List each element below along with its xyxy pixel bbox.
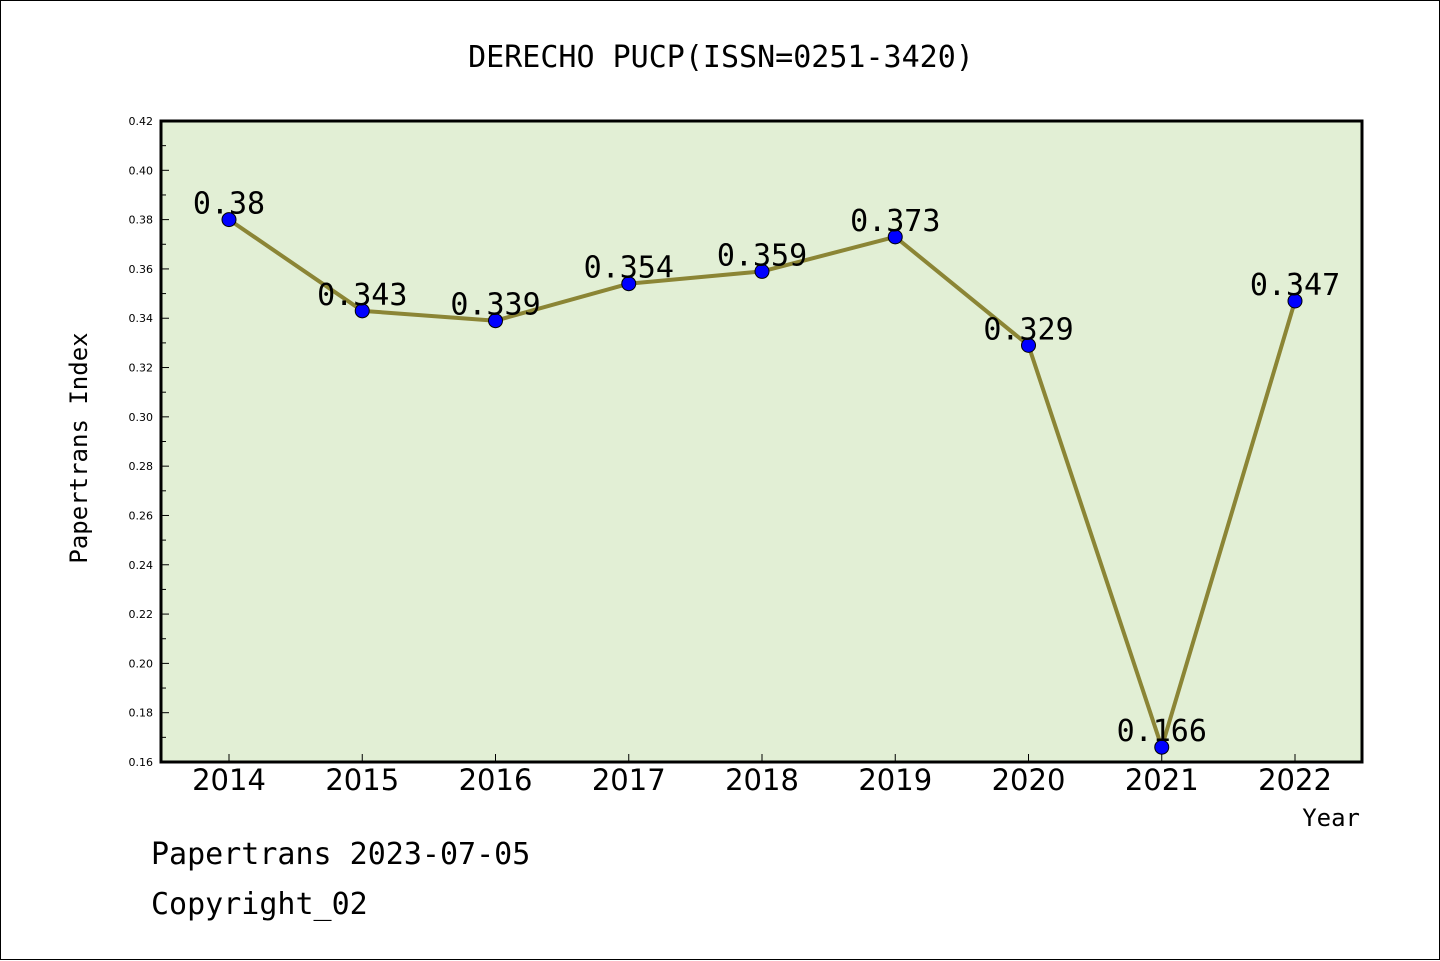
x-tick-label: 2022 — [1258, 763, 1332, 797]
x-tick-label: 2021 — [1125, 763, 1199, 797]
y-tick-label: 0.42 — [129, 115, 154, 128]
data-point — [488, 313, 503, 329]
data-label: 0.329 — [983, 312, 1073, 347]
y-tick-label: 0.40 — [129, 164, 154, 177]
data-label-layer: 0.38 0.343 0.339 0.354 0.359 0.373 0.329 0.166 0… — [193, 187, 1340, 750]
x-tick-label: 2019 — [858, 763, 932, 797]
data-label: 0.347 — [1250, 268, 1340, 303]
data-point — [887, 229, 903, 245]
x-tick-label: 2017 — [592, 763, 666, 797]
footer-copyright: Copyright_02 — [151, 887, 368, 922]
data-label: 0.373 — [850, 204, 940, 239]
x-axis-ticks: 2014 2015 2016 2017 2018 2019 2020 2021 2022 — [192, 754, 1332, 797]
data-point — [1287, 293, 1303, 309]
y-tick-label: 0.30 — [129, 411, 154, 424]
x-tick-label: 2020 — [992, 763, 1066, 797]
data-point — [354, 303, 370, 319]
x-tick-label: 2014 — [192, 763, 266, 797]
data-point — [221, 212, 237, 228]
y-tick-label: 0.32 — [129, 362, 154, 375]
y-tick-label: 0.26 — [129, 509, 154, 522]
y-axis-ticks: 0.16 0.18 0.20 0.22 0.24 0.26 0.28 0.30 0.32 0.34… — [129, 115, 169, 769]
y-tick-label: 0.34 — [129, 312, 154, 325]
x-tick-label: 2015 — [325, 763, 399, 797]
data-label: 0.339 — [450, 288, 540, 323]
data-point — [1154, 739, 1170, 755]
y-tick-label: 0.28 — [129, 460, 154, 473]
y-axis-label: Papertrans Index — [65, 332, 93, 563]
y-tick-label: 0.24 — [129, 559, 154, 572]
y-tick-label: 0.16 — [129, 756, 154, 769]
series-layer — [221, 212, 1303, 755]
plot-border — [159, 119, 1364, 764]
data-label: 0.343 — [317, 278, 407, 313]
y-tick-label: 0.22 — [129, 608, 154, 621]
data-point — [754, 263, 770, 279]
data-label: 0.166 — [1117, 714, 1207, 749]
y-tick-label: 0.36 — [129, 263, 154, 276]
data-point — [621, 276, 637, 292]
x-tick-label: 2016 — [459, 763, 533, 797]
plot-area — [161, 121, 1362, 762]
chart-title: DERECHO PUCP(ISSN=0251-3420) — [468, 40, 974, 75]
data-label: 0.354 — [584, 251, 674, 286]
x-tick-label: 2018 — [725, 763, 799, 797]
y-tick-label: 0.18 — [129, 707, 154, 720]
data-label: 0.359 — [717, 238, 807, 273]
footer-source: Papertrans 2023-07-05 — [151, 837, 531, 872]
data-point — [1021, 337, 1036, 353]
y-tick-label: 0.38 — [129, 214, 154, 227]
x-axis-label: Year — [1302, 804, 1360, 832]
data-label: 0.38 — [193, 187, 265, 222]
y-tick-label: 0.20 — [129, 657, 154, 670]
